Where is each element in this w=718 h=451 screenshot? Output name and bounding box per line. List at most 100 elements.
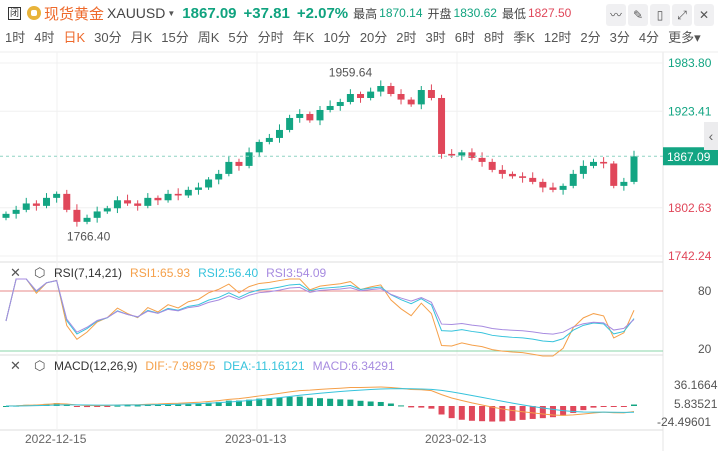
candle bbox=[610, 163, 618, 186]
macd-bar bbox=[73, 406, 80, 407]
candle bbox=[367, 91, 375, 98]
indicator-icon[interactable]: 〰 bbox=[606, 4, 626, 26]
price-axis-label: 1802.63 bbox=[668, 201, 712, 215]
candle bbox=[2, 213, 10, 218]
candle bbox=[255, 141, 263, 153]
macd-bar bbox=[499, 406, 506, 422]
macd-bar bbox=[509, 406, 516, 421]
candle bbox=[569, 173, 577, 186]
macd-bar bbox=[3, 406, 9, 407]
rsi3-line bbox=[5, 278, 635, 335]
macd-bar bbox=[408, 406, 415, 408]
period-tab[interactable]: 3分 bbox=[609, 30, 630, 45]
settings-icon: ⬡ bbox=[34, 265, 45, 280]
candle bbox=[549, 187, 557, 190]
macd-bar bbox=[418, 406, 425, 408]
instrument-name: 现货黄金 bbox=[44, 5, 105, 23]
period-tab[interactable]: 4时 bbox=[34, 30, 55, 45]
macd-bar bbox=[235, 400, 242, 406]
period-tab[interactable]: 3时 bbox=[425, 30, 446, 45]
period-tab[interactable]: 周K bbox=[197, 30, 220, 45]
period-tab[interactable]: 10分 bbox=[323, 30, 351, 45]
candle bbox=[215, 173, 223, 180]
candle bbox=[529, 177, 537, 182]
candle bbox=[134, 203, 142, 206]
expand-icon[interactable]: ⤢ bbox=[672, 4, 692, 26]
candle bbox=[235, 161, 243, 166]
candle bbox=[83, 217, 91, 222]
macd-bar bbox=[549, 406, 556, 418]
period-tab[interactable]: 8时 bbox=[483, 30, 505, 45]
collapse-panel-button[interactable]: ‹ bbox=[704, 122, 718, 150]
candle bbox=[539, 181, 547, 188]
price-axis-label: 1742.24 bbox=[668, 249, 712, 263]
candle bbox=[124, 200, 132, 204]
candle bbox=[519, 176, 527, 178]
period-tab[interactable]: 更多▾ bbox=[668, 30, 701, 45]
candle bbox=[579, 165, 587, 174]
period-tab[interactable]: 2时 bbox=[396, 30, 417, 45]
candle bbox=[113, 200, 121, 209]
candle bbox=[600, 161, 608, 164]
period-tab[interactable]: 30分 bbox=[94, 30, 122, 45]
macd-bar bbox=[296, 396, 303, 406]
period-tab[interactable]: 6时 bbox=[454, 30, 475, 45]
period-tabs: 1时 4时 日K 30分 月K 15分 周K 5分 分时 年K 10分 20分 2时 3时 6时 8时 季K 12… bbox=[0, 27, 718, 49]
macd-bar bbox=[104, 406, 111, 407]
indicator-title: RSI(7,14,21) bbox=[54, 266, 122, 280]
period-tab[interactable]: 1时 bbox=[5, 30, 26, 45]
macd-bar bbox=[539, 406, 546, 419]
close-chart-button[interactable]: 闭 bbox=[8, 6, 21, 20]
macd-bar bbox=[124, 405, 131, 407]
candle bbox=[53, 193, 61, 198]
symbol-selector[interactable]: XAUUSD bbox=[107, 5, 166, 21]
period-tab[interactable]: 2分 bbox=[580, 30, 601, 45]
period-tab[interactable]: 15分 bbox=[161, 30, 189, 45]
price-change: +37.81 bbox=[243, 4, 290, 22]
candle bbox=[43, 197, 51, 206]
macd-bar bbox=[570, 406, 577, 413]
period-tab[interactable]: 20分 bbox=[359, 30, 388, 45]
price-axis-label: 1923.41 bbox=[668, 104, 712, 118]
settings-icon: ⬡ bbox=[34, 358, 45, 373]
period-tab[interactable]: 季K bbox=[513, 30, 535, 45]
price-change-pct: +2.07% bbox=[296, 4, 349, 22]
period-tab[interactable]: 12时 bbox=[543, 30, 572, 45]
macd-bar bbox=[256, 398, 263, 406]
candle bbox=[559, 185, 567, 190]
macd-bar bbox=[468, 406, 475, 421]
macd-bar bbox=[600, 406, 607, 407]
draw-pen-icon[interactable]: ✎ bbox=[628, 4, 648, 26]
macd-bar bbox=[175, 404, 182, 406]
candle bbox=[103, 208, 111, 212]
candle-type-icon[interactable]: ▯ bbox=[650, 4, 670, 26]
period-tab[interactable]: 5分 bbox=[228, 30, 249, 45]
candle bbox=[336, 101, 344, 106]
candle bbox=[184, 189, 192, 196]
candle bbox=[144, 197, 152, 206]
macd-bar bbox=[185, 403, 192, 406]
low-value: 1827.50 bbox=[527, 6, 572, 20]
period-tab[interactable]: 分时 bbox=[257, 30, 284, 45]
caret-down-icon[interactable]: ▼ bbox=[167, 8, 176, 18]
candle bbox=[22, 203, 30, 210]
close-icon[interactable]: ✕ bbox=[694, 4, 714, 26]
macd-bar bbox=[134, 405, 141, 407]
candle bbox=[32, 203, 40, 206]
period-tab[interactable]: 年K bbox=[292, 30, 315, 45]
candle bbox=[205, 179, 213, 188]
period-tab[interactable]: 日K bbox=[63, 30, 86, 45]
macd-bar bbox=[580, 406, 587, 411]
period-tab[interactable]: 4分 bbox=[638, 30, 660, 45]
macd-bar bbox=[246, 399, 253, 406]
candle bbox=[589, 161, 597, 166]
current-price-label: 1867.09 bbox=[667, 150, 711, 164]
candle bbox=[357, 94, 365, 98]
candle bbox=[194, 187, 202, 190]
indicator-value: DIF:-7.98975 bbox=[145, 359, 215, 373]
candle bbox=[630, 156, 638, 182]
period-tab[interactable]: 月K bbox=[130, 30, 153, 45]
rsi-level-label: 80 bbox=[698, 284, 712, 298]
current-price-tag bbox=[663, 147, 718, 166]
